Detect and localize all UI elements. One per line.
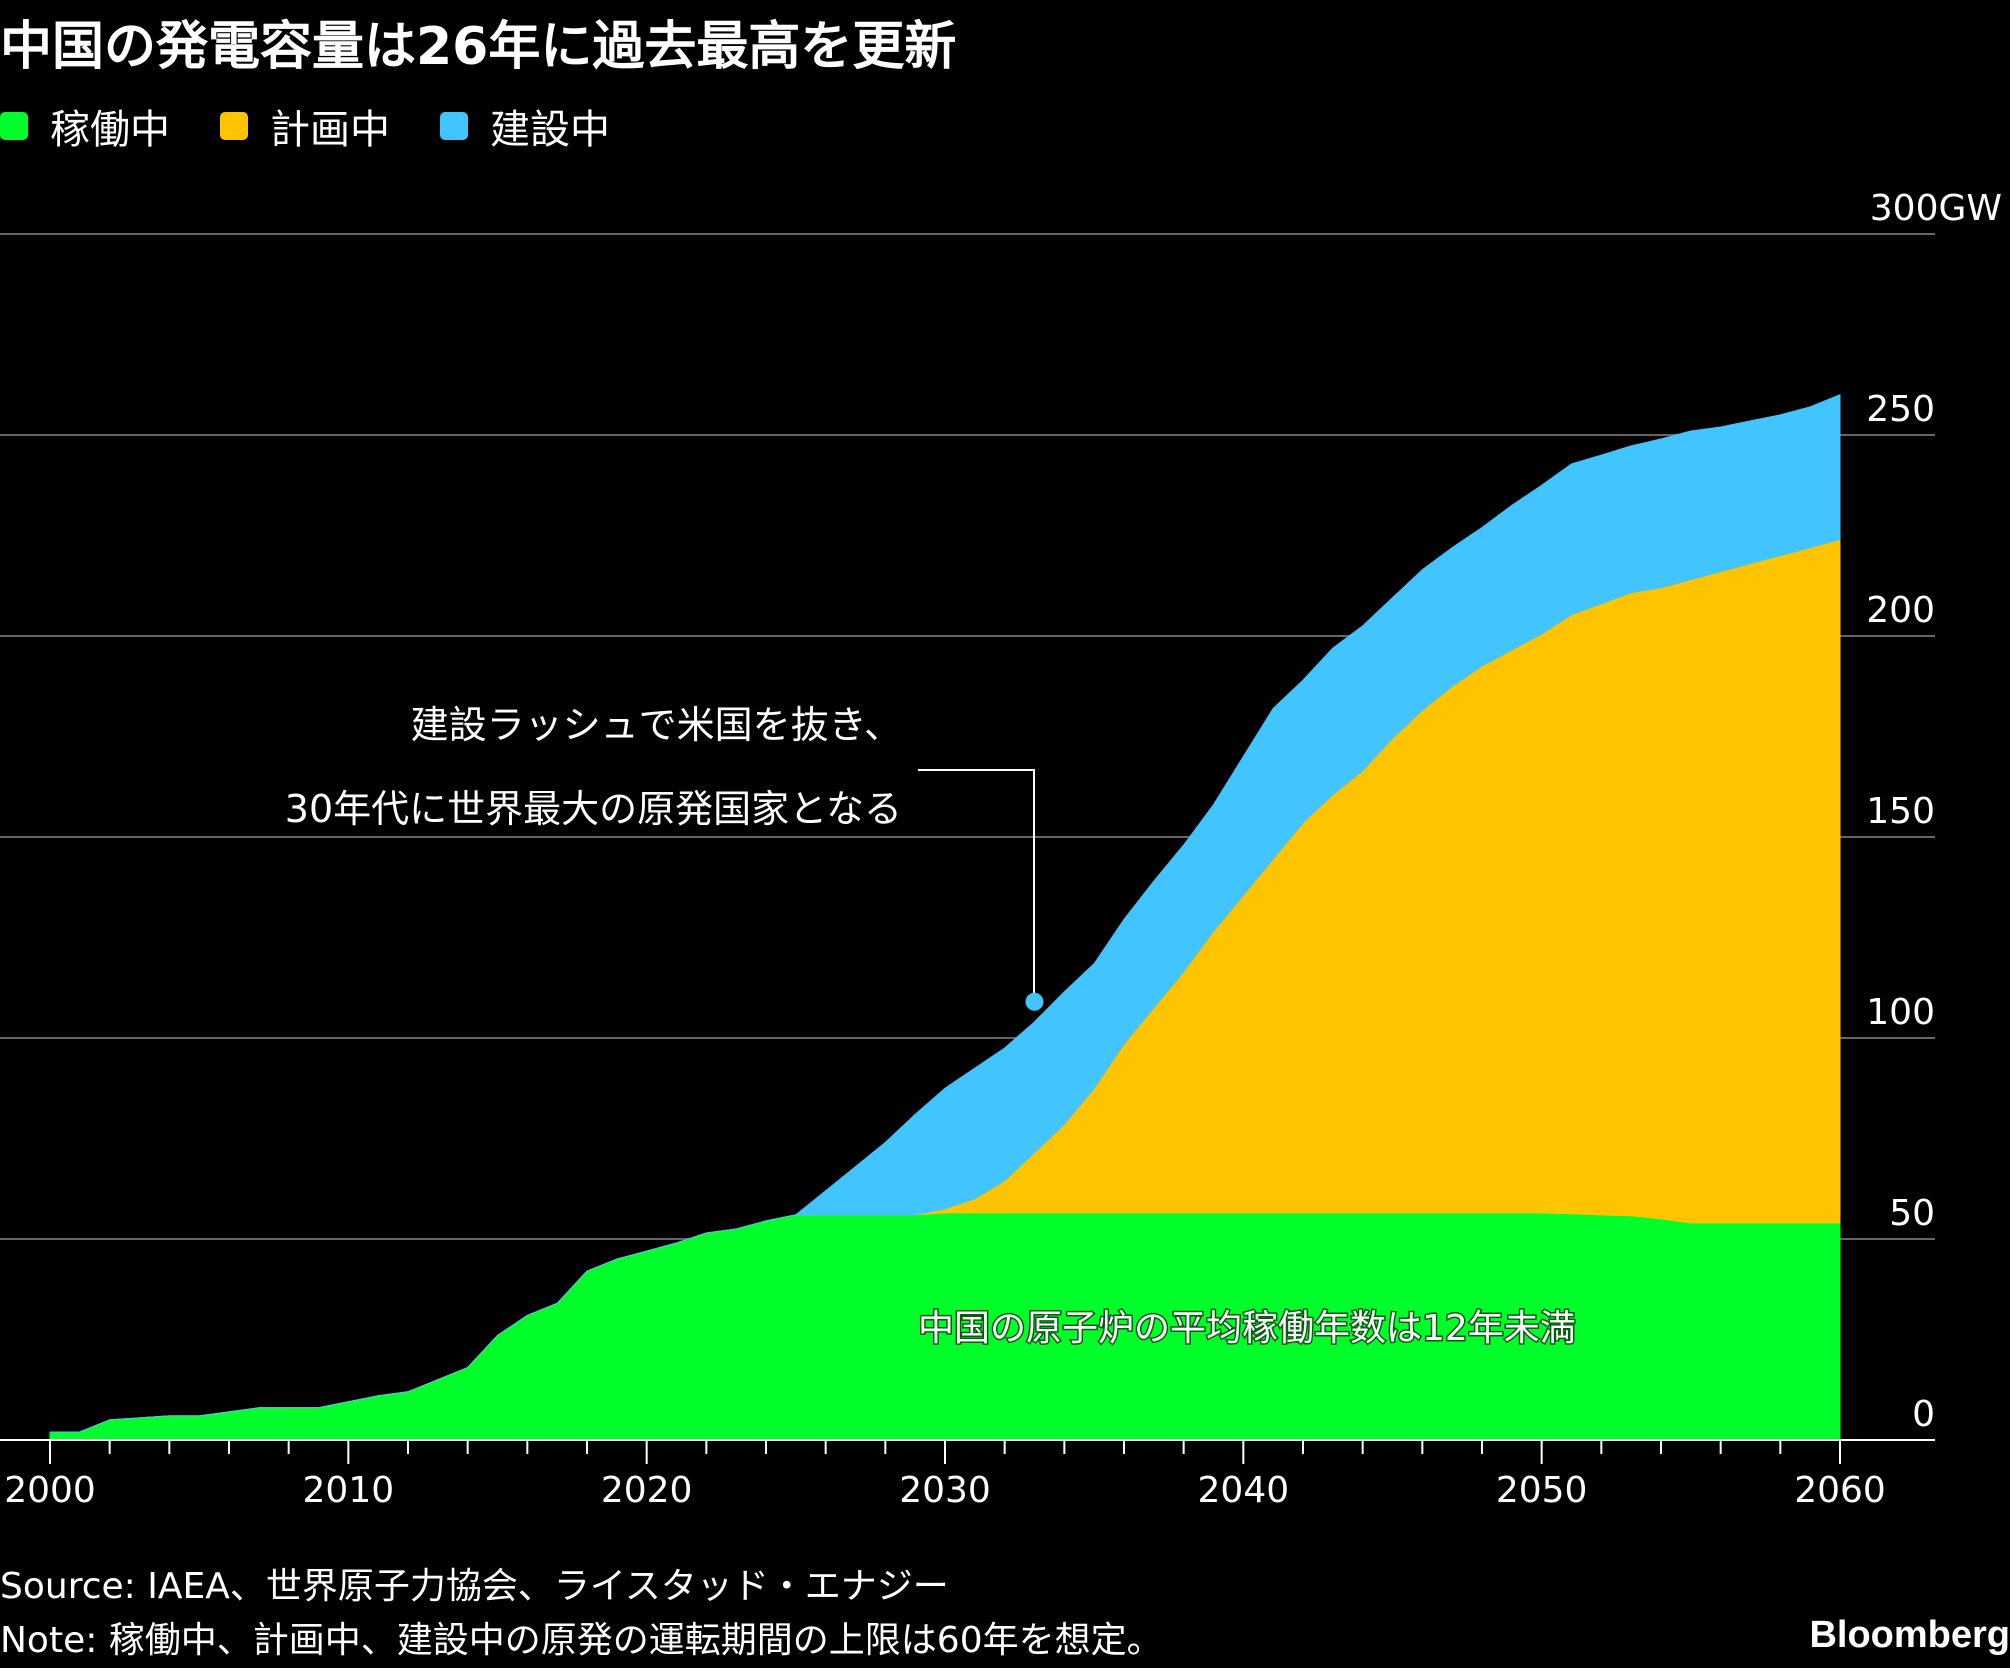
bloomberg-logo: Bloomberg (1809, 1614, 2010, 1656)
source-note: Source: IAEA、世界原子力協会、ライスタッド・エナジー (0, 1566, 949, 1607)
y-axis: 0 50 100 150 200 250 300GW (1866, 188, 2002, 1435)
x-tick-label-2050: 2050 (1496, 1470, 1588, 1511)
legend-label-planned: 計画中 (270, 107, 390, 153)
y-tick-label-100: 100 (1866, 992, 1935, 1033)
y-tick-label-250: 250 (1866, 389, 1935, 430)
x-axis: 2000 2010 2020 2030 2040 2050 2060 (0, 1439, 1935, 1511)
annotation-line-2: 30年代に世界最大の原発国家となる (285, 787, 902, 831)
legend-label-construction: 建設中 (490, 107, 610, 153)
x-tick-label-2020: 2020 (601, 1470, 693, 1511)
x-tick-label-2060: 2060 (1794, 1470, 1886, 1511)
legend: 稼働中 計画中 建設中 (0, 97, 660, 155)
legend-swatch-construction (440, 112, 468, 140)
x-tick-label-2030: 2030 (899, 1470, 991, 1511)
chart-title: 中国の発電容量は26年に過去最高を更新 (0, 17, 957, 77)
chart-plot: 2000 2010 2020 2030 2040 2050 2060 0 50 100 150 20… (0, 188, 2002, 1511)
x-tick-label-2000: 2000 (4, 1470, 96, 1511)
legend-item-planned: 計画中 (220, 97, 390, 155)
footer: Source: IAEA、世界原子力協会、ライスタッド・エナジー Note: 稼… (0, 1560, 1163, 1668)
legend-item-operating: 稼働中 (0, 97, 170, 155)
y-tick-label-200: 200 (1866, 590, 1935, 631)
area-series-2 (50, 394, 1841, 1433)
x-tick-label-2010: 2010 (303, 1470, 395, 1511)
annotation-average-age: 中国の原子炉の平均稼働年数は12年未満 (918, 1308, 1576, 1349)
legend-swatch-operating (0, 112, 28, 140)
legend-label-operating: 稼働中 (50, 107, 170, 153)
y-tick-label-0: 0 (1912, 1394, 1935, 1435)
y-tick-label-50: 50 (1889, 1193, 1935, 1234)
annotation-line-1: 建設ラッシュで米国を抜き、 (411, 703, 902, 747)
annotations: 建設ラッシュで米国を抜き、 30年代に世界最大の原発国家となる中国の原子炉の平均稼… (285, 703, 1578, 1351)
annotation-leader-line (918, 769, 1035, 998)
legend-item-construction: 建設中 (440, 97, 610, 155)
y-tick-label-300: 300GW (1870, 188, 2002, 229)
annotation-marker (1025, 992, 1044, 1011)
legend-swatch-planned (220, 112, 248, 140)
x-tick-label-2040: 2040 (1198, 1470, 1290, 1511)
area-series (49, 394, 1841, 1441)
y-tick-label-150: 150 (1866, 791, 1935, 832)
footnote: Note: 稼働中、計画中、建設中の原発の運転期間の上限は60年を想定。 (0, 1620, 1163, 1661)
